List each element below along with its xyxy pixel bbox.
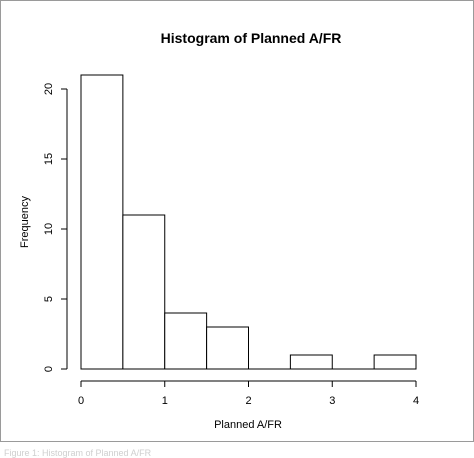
y-tick-label-0: 0 xyxy=(43,366,55,372)
x-tick-label-2: 2 xyxy=(245,395,251,407)
figure-caption: Figure 1: Histogram of Planned A/FR xyxy=(4,448,152,458)
x-tick-label-4: 4 xyxy=(413,395,419,407)
histogram-bar-1 xyxy=(122,214,166,370)
x-tick-label-1: 1 xyxy=(162,395,168,407)
histogram-bar-0 xyxy=(80,74,124,370)
histogram-chart: Histogram of Planned A/FR Planned A/FR F… xyxy=(19,30,419,431)
y-tick-label-4: 20 xyxy=(43,83,55,95)
histogram-bar-5 xyxy=(289,354,333,370)
x-axis-label: Planned A/FR xyxy=(214,419,282,431)
histogram-bar-2 xyxy=(164,312,208,370)
chart-title: Histogram of Planned A/FR xyxy=(161,30,342,46)
y-tick-label-2: 10 xyxy=(43,223,55,235)
x-axis: 0 1 2 3 4 xyxy=(78,380,419,407)
y-tick-label-3: 15 xyxy=(43,153,55,165)
y-axis-label: Frequency xyxy=(19,196,31,248)
y-axis: 0 5 10 15 20 xyxy=(43,83,68,372)
x-tick-label-3: 3 xyxy=(329,395,335,407)
histogram-bar-3 xyxy=(206,326,249,370)
y-tick-label-1: 5 xyxy=(43,296,55,302)
histogram-bar-7 xyxy=(373,354,417,370)
figure-frame: Histogram of Planned A/FR Planned A/FR F… xyxy=(0,0,474,442)
x-tick-label-0: 0 xyxy=(78,395,84,407)
histogram-bars xyxy=(80,74,417,370)
